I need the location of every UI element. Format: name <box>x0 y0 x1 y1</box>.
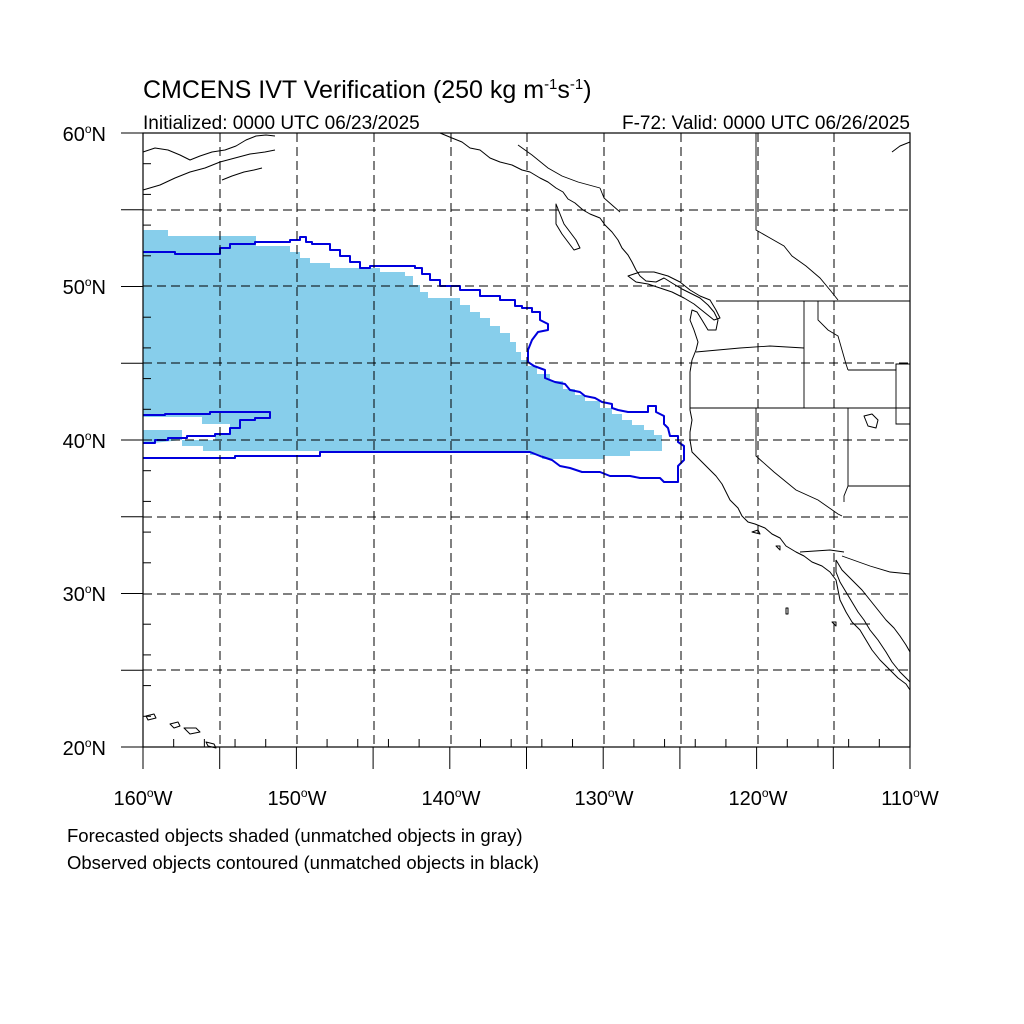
valid-time-label: F-72: Valid: 0000 UTC 06/26/2025 <box>622 113 910 134</box>
political-borders <box>517 133 911 625</box>
forecast-object <box>143 230 662 459</box>
coastlines <box>142 132 911 749</box>
lat-label-20n: 20oN <box>63 736 106 760</box>
axis-ticks <box>121 132 911 769</box>
observed-object-inner-contour <box>143 411 271 444</box>
lon-label-150w: 150oW <box>268 786 327 810</box>
lon-label-160w: 160oW <box>114 786 173 810</box>
init-time-label: Initialized: 0000 UTC 06/23/2025 <box>143 113 420 134</box>
lat-label-30n: 30oN <box>63 582 106 606</box>
lon-label-120w: 120oW <box>729 786 788 810</box>
latitude-labels: 60oN 50oN 40oN 30oN 20oN <box>63 122 106 760</box>
note-observed: Observed objects contoured (unmatched ob… <box>67 852 539 873</box>
lon-label-140w: 140oW <box>422 786 481 810</box>
lon-label-130w: 130oW <box>575 786 634 810</box>
graticule <box>143 133 910 747</box>
lat-label-40n: 40oN <box>63 429 106 453</box>
chart-title: CMCENS IVT Verification (250 kg m-1s-1) <box>143 76 592 104</box>
map-frame <box>142 132 911 748</box>
observed-object-contour <box>143 236 685 483</box>
lat-label-50n: 50oN <box>63 275 106 299</box>
lat-label-60n: 60oN <box>63 122 106 146</box>
longitude-labels: 160oW 150oW 140oW 130oW 120oW 110oW <box>114 786 939 810</box>
note-forecast: Forecasted objects shaded (unmatched obj… <box>67 825 523 846</box>
lon-label-110w: 110oW <box>881 786 939 810</box>
